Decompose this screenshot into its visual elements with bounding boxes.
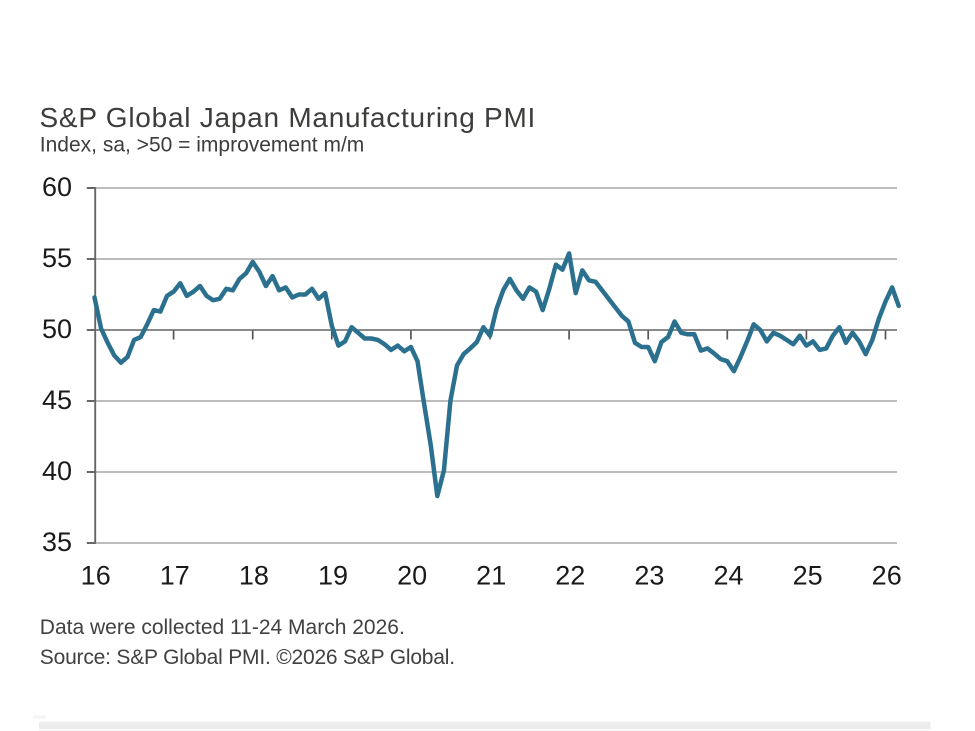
svg-text:22: 22 bbox=[555, 561, 585, 591]
svg-text:21: 21 bbox=[476, 561, 506, 591]
svg-text:55: 55 bbox=[42, 243, 72, 273]
svg-text:16: 16 bbox=[81, 561, 111, 591]
svg-text:24: 24 bbox=[713, 561, 743, 591]
svg-text:45: 45 bbox=[42, 385, 72, 415]
svg-text:17: 17 bbox=[160, 561, 190, 591]
svg-text:Data were collected 11-24 Marc: Data were collected 11-24 March 2026. bbox=[40, 616, 405, 639]
svg-text:35: 35 bbox=[42, 527, 72, 557]
svg-text:60: 60 bbox=[42, 172, 72, 202]
svg-text:Index, sa, >50 = improvement m: Index, sa, >50 = improvement m/m bbox=[40, 134, 364, 157]
svg-text:18: 18 bbox=[239, 561, 269, 591]
svg-text:40: 40 bbox=[42, 456, 72, 486]
svg-text:20: 20 bbox=[397, 561, 427, 591]
svg-text:S&P Global Japan Manufacturing: S&P Global Japan Manufacturing PMI bbox=[40, 102, 537, 133]
svg-text:19: 19 bbox=[318, 561, 348, 591]
svg-text:25: 25 bbox=[793, 561, 823, 591]
svg-text:Source: S&P Global PMI. ©2026: Source: S&P Global PMI. ©2026 S&P Global… bbox=[40, 646, 455, 669]
svg-text:26: 26 bbox=[872, 561, 902, 591]
svg-text:23: 23 bbox=[634, 561, 664, 591]
svg-text:50: 50 bbox=[42, 314, 72, 344]
